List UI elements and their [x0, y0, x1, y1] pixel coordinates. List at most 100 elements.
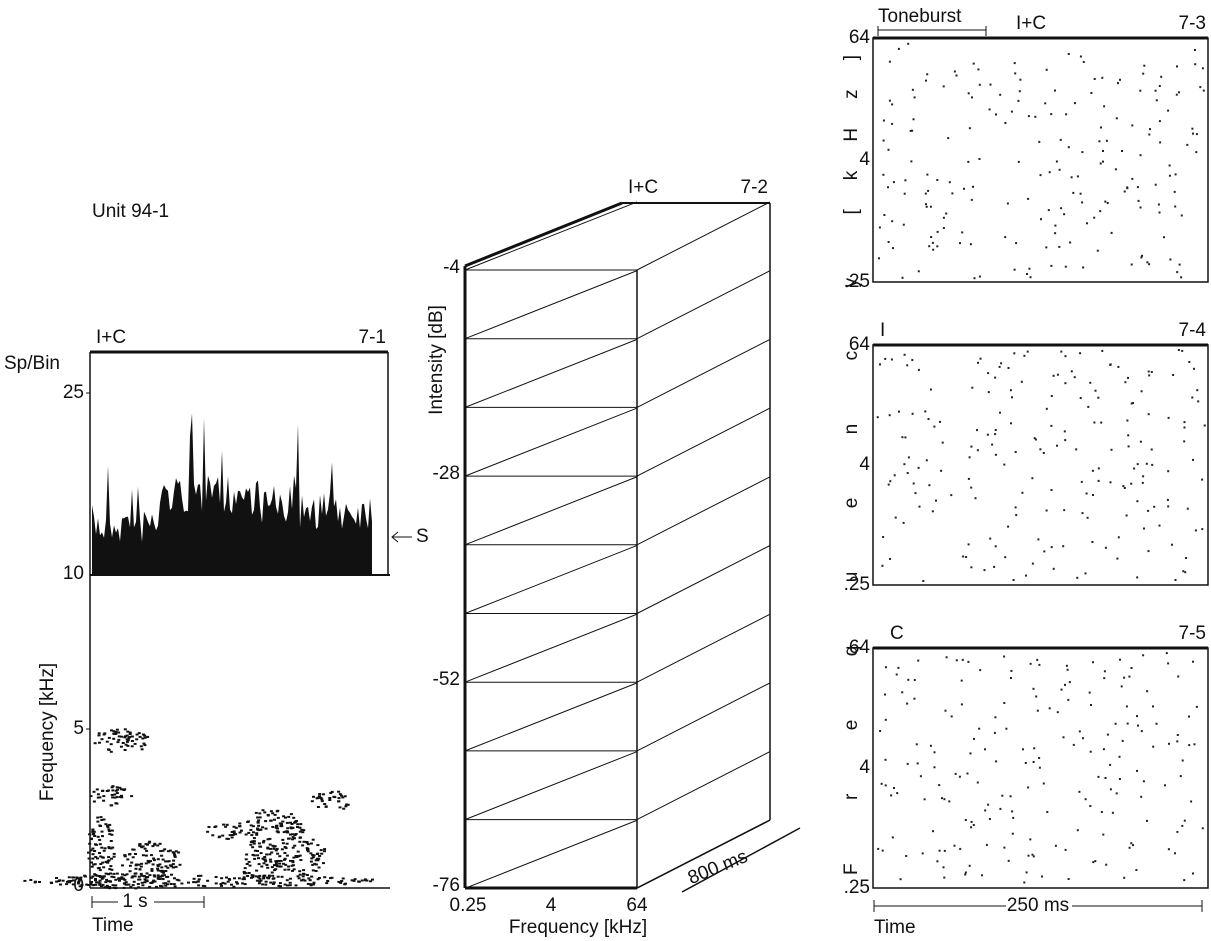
spike-dot: [1085, 492, 1088, 495]
spike-dot: [1048, 171, 1051, 174]
spike-dot: [890, 358, 893, 361]
spike-dot: [969, 243, 972, 246]
spectrogram-cell: [138, 843, 142, 846]
spectrogram-cell: [114, 789, 118, 792]
spectrogram-cell: [241, 882, 245, 885]
spike-dot: [978, 158, 981, 160]
spike-dot: [1142, 654, 1145, 657]
spike-dot: [929, 205, 932, 208]
spike-dot: [1080, 480, 1083, 483]
spectrogram-cell: [142, 742, 146, 745]
spectrogram-cell: [284, 863, 288, 866]
spike-dot: [1024, 762, 1027, 764]
spike-dot: [1032, 855, 1035, 858]
spike-dot: [939, 420, 941, 423]
y-label: Sp/Bin: [4, 353, 60, 374]
spike-dot: [1007, 367, 1010, 369]
layer-diagonal: [464, 407, 638, 477]
spectrogram-cell: [187, 881, 190, 884]
spectrogram-cell: [172, 859, 176, 862]
spectrogram-cell: [148, 885, 152, 888]
spike-dot: [1183, 879, 1186, 882]
spike-dot: [925, 459, 928, 462]
spectrogram-cell: [252, 837, 256, 840]
layer-diagonal: [464, 819, 638, 889]
spike-dot: [896, 792, 899, 795]
spike-dot: [941, 441, 944, 444]
spectrogram-cell: [128, 864, 132, 867]
spectrogram-cell: [264, 860, 268, 863]
spike-dot: [1181, 759, 1184, 762]
spectrogram-cell: [167, 880, 171, 883]
spectrogram-cell: [258, 816, 262, 819]
spike-dot: [987, 391, 990, 394]
spectrogram-cell: [137, 875, 141, 878]
spike-dot: [904, 436, 907, 439]
spectrogram-cell: [96, 816, 100, 819]
layer-side: [636, 545, 771, 614]
spectrogram-cell: [158, 842, 162, 845]
spectrogram-cell: [301, 844, 305, 847]
spectrogram-cell: [123, 874, 127, 877]
spectrogram-cell: [98, 879, 102, 882]
spectrogram-cell: [135, 863, 139, 866]
spike-dot: [1048, 707, 1051, 710]
spike-dot: [912, 482, 915, 485]
spike-dot: [1054, 232, 1057, 235]
spectrogram-cell: [309, 842, 313, 845]
spike-dot: [1178, 263, 1181, 266]
spike-dot: [906, 762, 909, 765]
spectrogram-cell: [139, 745, 143, 748]
spectrogram-cell: [206, 830, 210, 833]
spectrogram-cell: [306, 848, 309, 851]
spike-dot: [1127, 376, 1129, 379]
spectrogram-cell: [305, 874, 309, 876]
spectrogram-cell: [102, 866, 106, 869]
spectrogram-cell: [314, 859, 318, 862]
spectrogram-cell: [316, 878, 320, 881]
spectrogram-cell: [311, 856, 315, 859]
spike-dot: [968, 127, 971, 130]
spike-dot: [1143, 64, 1146, 67]
spike-dot: [1121, 739, 1124, 742]
spike-dot: [1146, 690, 1149, 693]
layer-diagonal: [464, 613, 638, 683]
spike-dot: [1056, 711, 1059, 714]
spike-dot: [881, 564, 884, 567]
spike-dot: [989, 83, 992, 86]
spectrogram-cell: [298, 854, 302, 857]
spike-dot: [1164, 784, 1166, 787]
spectrogram-cell: [255, 879, 259, 882]
spike-dot: [1050, 113, 1053, 116]
spike-dot: [1045, 246, 1048, 249]
spectrogram-cell: [166, 875, 170, 878]
spike-dot: [1070, 176, 1073, 179]
spectrogram-cell: [293, 833, 297, 836]
spike-dot: [1010, 677, 1012, 679]
spike-dot: [1064, 848, 1067, 851]
spike-dot: [1160, 75, 1163, 78]
spectrogram-cell: [126, 858, 130, 861]
spike-dot: [1130, 842, 1133, 845]
spike-dot: [1192, 872, 1194, 875]
spectrogram-cell: [297, 855, 301, 858]
spike-dot: [942, 227, 945, 229]
stimulus-label: Toneburst: [878, 6, 962, 27]
spectrogram-cell: [90, 838, 93, 841]
spectrogram-cell: [150, 881, 154, 884]
spectrogram-cell: [120, 796, 124, 799]
spectrogram-cell: [174, 865, 178, 868]
spectrogram-cell: [317, 866, 321, 869]
spectrogram-cell: [271, 812, 275, 815]
spike-dot: [1031, 477, 1034, 480]
spike-dot: [1122, 485, 1125, 488]
spectrogram-cell: [87, 857, 91, 860]
spectrogram-cell: [330, 876, 334, 879]
spike-dot: [1010, 669, 1013, 672]
spike-dot: [902, 521, 905, 524]
spectrogram-cell: [80, 883, 84, 886]
spike-dot: [892, 181, 895, 184]
spectrogram-cell: [318, 795, 321, 798]
spike-dot: [991, 443, 994, 446]
spike-dot: [1065, 664, 1068, 667]
